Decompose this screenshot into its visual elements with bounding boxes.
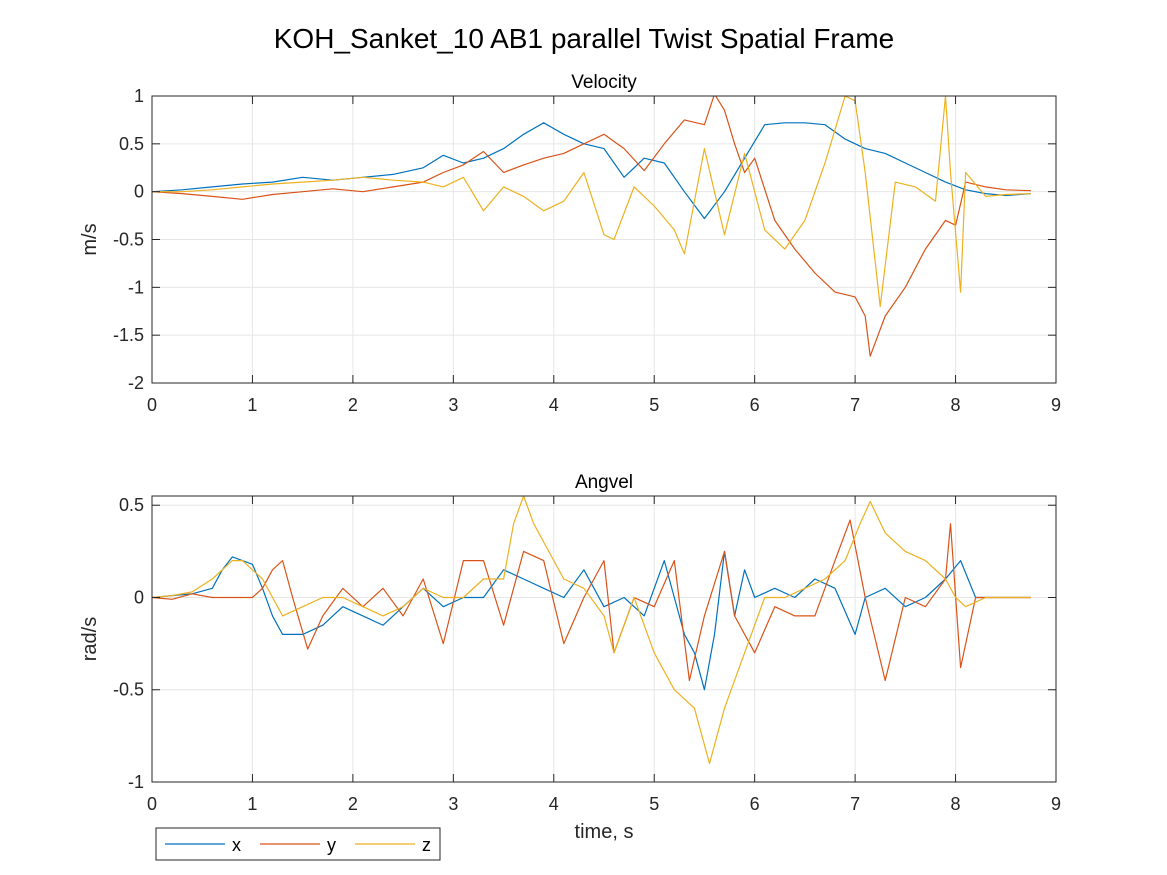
velocity-ytick-label: 0.5 xyxy=(119,134,144,154)
legend-label-y: y xyxy=(327,835,336,855)
velocity-xtick-label: 1 xyxy=(247,395,257,415)
velocity-series-y xyxy=(152,96,1031,357)
legend-label-z: z xyxy=(422,835,431,855)
angvel-xtick-label: 5 xyxy=(649,794,659,814)
angvel-series-z xyxy=(152,496,1031,765)
angvel-xtick-label: 0 xyxy=(147,794,157,814)
velocity-xtick-label: 8 xyxy=(951,395,961,415)
angvel-series-y xyxy=(152,519,1031,682)
angvel-xtick-label: 2 xyxy=(348,794,358,814)
velocity-ytick-label: -0.5 xyxy=(113,230,144,250)
velocity-ytick-label: -1 xyxy=(128,277,144,297)
angvel-plot-area xyxy=(152,496,1056,782)
velocity-xtick-label: 4 xyxy=(549,395,559,415)
angvel-xtick-label: 6 xyxy=(750,794,760,814)
velocity-xtick-label: 6 xyxy=(750,395,760,415)
velocity-xtick-label: 0 xyxy=(147,395,157,415)
angvel-xtick-label: 1 xyxy=(247,794,257,814)
velocity-series-z xyxy=(152,96,1031,308)
angvel-axes-box xyxy=(151,495,1057,783)
angvel-ylabel: rad/s xyxy=(79,617,101,661)
angvel-series-x xyxy=(152,550,1031,691)
angvel-xtick-label: 3 xyxy=(448,794,458,814)
angvel-xtick-label: 9 xyxy=(1051,794,1061,814)
velocity-xtick-label: 9 xyxy=(1051,395,1061,415)
velocity-xtick-label: 3 xyxy=(448,395,458,415)
velocity-axes: 0 1 2 3 4 5 6 7 8 9 1 0.5 0 -0.5 -1 -1.5 -2 Velocity m/s xyxy=(79,72,1061,415)
angvel-xtick-label: 8 xyxy=(951,794,961,814)
velocity-ytick-label: -1.5 xyxy=(113,325,144,345)
figure-title: KOH_Sanket_10 AB1 parallel Twist Spatial… xyxy=(274,23,894,54)
velocity-xtick-label: 7 xyxy=(850,395,860,415)
angvel-xtick-label: 7 xyxy=(850,794,860,814)
angvel-title: Angvel xyxy=(575,472,633,493)
legend-label-x: x xyxy=(232,835,241,855)
angvel-ytick-label: -0.5 xyxy=(113,680,144,700)
velocity-xtick-label: 5 xyxy=(649,395,659,415)
velocity-ytick-label: 0 xyxy=(134,182,144,202)
angvel-ytick-label: 0.5 xyxy=(119,495,144,515)
angvel-xtick-label: 4 xyxy=(549,794,559,814)
angvel-ytick-label: 0 xyxy=(134,587,144,607)
legend: x y z xyxy=(155,827,441,861)
velocity-ytick-label: 1 xyxy=(134,86,144,106)
angvel-xlabel: time, s xyxy=(575,821,634,843)
velocity-title: Velocity xyxy=(571,72,637,93)
velocity-ylabel: m/s xyxy=(79,223,101,255)
velocity-xtick-label: 2 xyxy=(348,395,358,415)
angvel-axes: 0 1 2 3 4 5 6 7 8 9 0.5 0 -0.5 -1 Angvel rad/s time, s xyxy=(79,472,1061,843)
angvel-ytick-label: -1 xyxy=(128,772,144,792)
velocity-ytick-label: -2 xyxy=(128,373,144,393)
